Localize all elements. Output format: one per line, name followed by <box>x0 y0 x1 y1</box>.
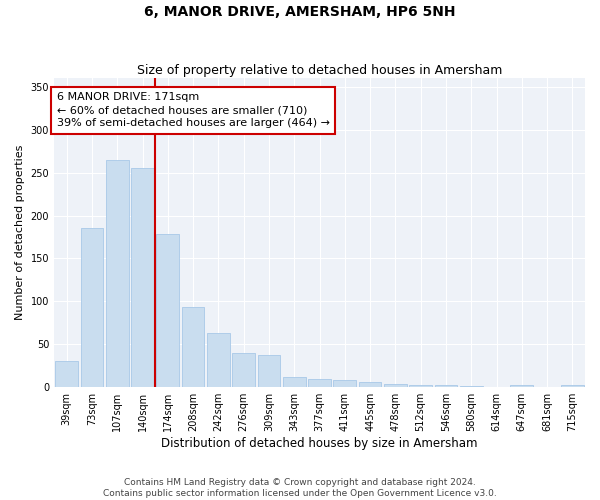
Y-axis label: Number of detached properties: Number of detached properties <box>15 145 25 320</box>
Bar <box>409 384 432 387</box>
Bar <box>359 382 382 387</box>
Bar <box>106 160 128 387</box>
Bar <box>511 384 533 387</box>
Bar <box>308 380 331 387</box>
Bar <box>55 362 78 387</box>
Bar <box>561 386 584 387</box>
Bar <box>182 308 205 387</box>
Bar <box>80 228 103 387</box>
Bar <box>334 380 356 387</box>
Bar <box>257 354 280 387</box>
Text: 6 MANOR DRIVE: 171sqm
← 60% of detached houses are smaller (710)
39% of semi-det: 6 MANOR DRIVE: 171sqm ← 60% of detached … <box>56 92 329 128</box>
Text: Contains HM Land Registry data © Crown copyright and database right 2024.
Contai: Contains HM Land Registry data © Crown c… <box>103 478 497 498</box>
Bar <box>434 384 457 387</box>
Bar <box>131 168 154 387</box>
Bar <box>283 377 305 387</box>
Text: 6, MANOR DRIVE, AMERSHAM, HP6 5NH: 6, MANOR DRIVE, AMERSHAM, HP6 5NH <box>144 5 456 19</box>
Bar <box>157 234 179 387</box>
Bar <box>232 353 255 387</box>
Title: Size of property relative to detached houses in Amersham: Size of property relative to detached ho… <box>137 64 502 77</box>
X-axis label: Distribution of detached houses by size in Amersham: Distribution of detached houses by size … <box>161 437 478 450</box>
Bar <box>384 384 407 387</box>
Bar <box>460 386 482 387</box>
Bar <box>207 333 230 387</box>
